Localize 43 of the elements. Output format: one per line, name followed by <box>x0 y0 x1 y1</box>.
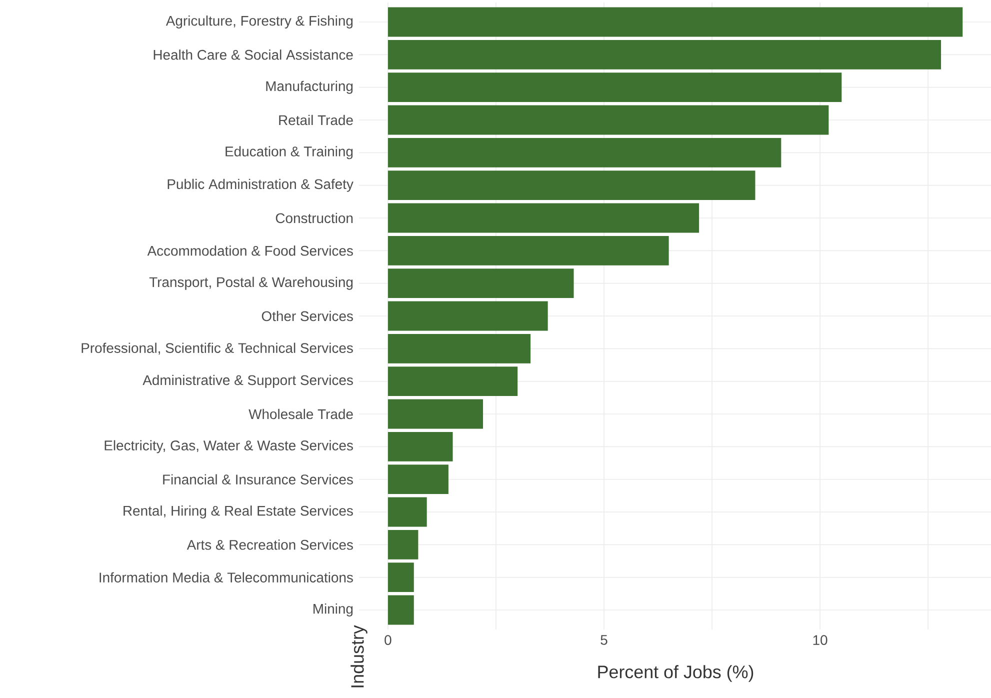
bar <box>388 7 963 37</box>
bar <box>388 72 842 102</box>
y-tick-label: Mining <box>314 604 353 617</box>
bar <box>388 432 453 462</box>
bar <box>388 530 418 560</box>
bar <box>388 595 414 625</box>
bar <box>388 334 531 364</box>
y-tick-label: Administrative & Support Services <box>142 374 353 388</box>
x-tick-label: 0 <box>384 635 392 646</box>
bar <box>388 203 700 233</box>
bar <box>388 268 574 298</box>
y-tick-label: Accommodation & Food Services <box>147 246 353 256</box>
y-tick-label: Professional, Scientific & Technical Services <box>82 342 353 355</box>
bar <box>388 236 669 266</box>
y-tick-label: Manufacturing <box>266 80 353 94</box>
y-tick-label: Financial & Insurance Services <box>163 474 353 484</box>
y-axis-title: Industry <box>350 625 368 688</box>
y-tick-label: Electricity, Gas, Water & Waste Services <box>104 440 353 454</box>
y-tick-label: Information Media & Telecommunications <box>100 572 353 582</box>
bar <box>388 366 518 396</box>
y-tick-label: Arts & Recreation Services <box>186 540 353 550</box>
y-tick-label: Rental, Hiring & Real Estate Services <box>124 506 353 519</box>
y-tick-label: Other Services <box>262 310 353 322</box>
bar <box>388 105 829 135</box>
y-tick-label: Agriculture, Forestry & Fishing <box>166 15 353 28</box>
bar <box>388 170 756 200</box>
x-axis-title: Percent of Jobs (%) <box>598 665 754 682</box>
y-tick-label: Wholesale Trade <box>248 408 353 420</box>
bar <box>388 464 448 494</box>
x-tick-label: 5 <box>600 635 608 645</box>
bar <box>388 301 548 331</box>
y-tick-label: Construction <box>276 212 353 224</box>
bar <box>388 497 427 527</box>
bar <box>388 562 414 592</box>
bar <box>388 138 782 168</box>
y-tick-label: Retail Trade <box>279 114 353 126</box>
x-tick-label: 10 <box>813 635 828 646</box>
y-tick-label: Education & Training <box>226 146 353 160</box>
bar <box>388 399 484 429</box>
y-tick-label: Public Administration & Safety <box>168 178 354 192</box>
y-tick-label: Transport, Postal & Warehousing <box>149 276 353 290</box>
bar <box>388 40 942 70</box>
y-tick-label: Health Care & Social Assistance <box>154 50 353 60</box>
